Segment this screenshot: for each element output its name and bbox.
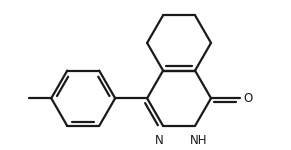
Text: NH: NH (190, 134, 208, 147)
Text: N: N (155, 134, 164, 147)
Text: O: O (244, 92, 253, 105)
